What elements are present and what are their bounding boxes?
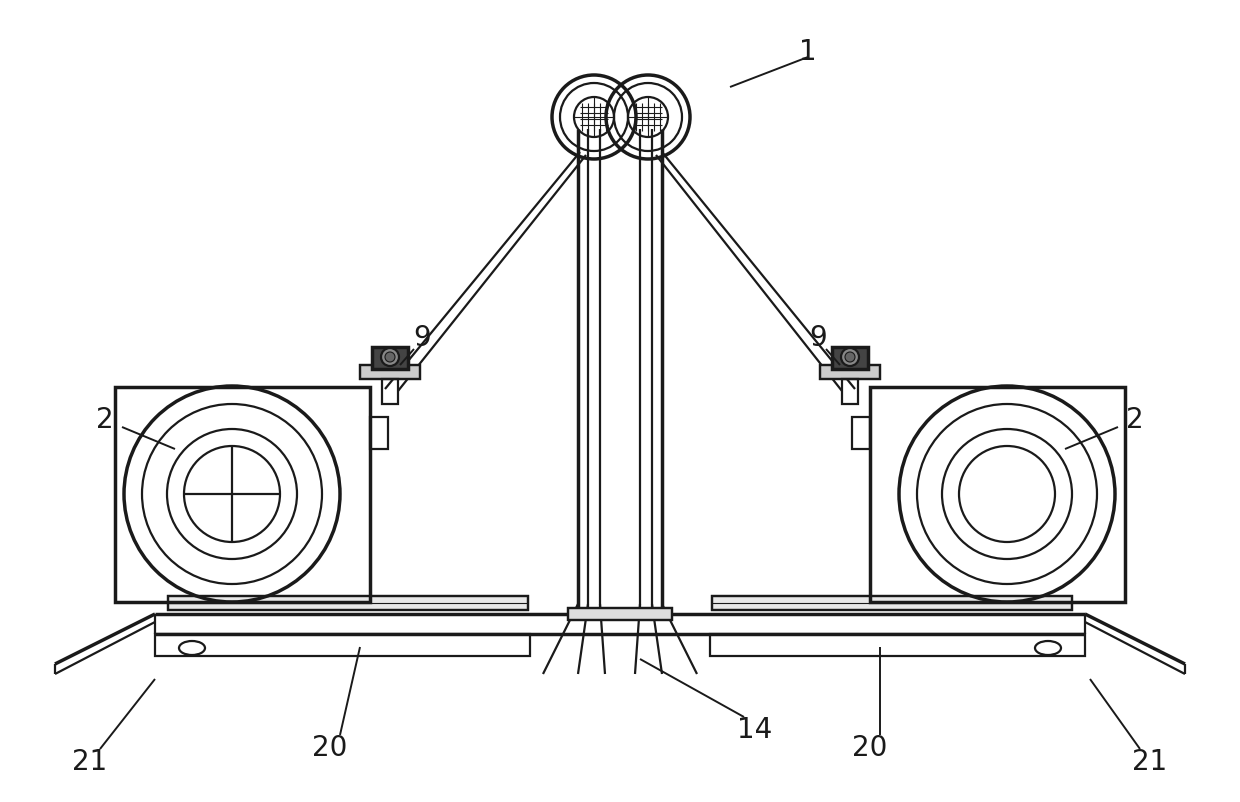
Bar xyxy=(167,596,528,610)
Bar xyxy=(820,366,880,379)
Text: 14: 14 xyxy=(738,715,773,743)
Circle shape xyxy=(841,349,859,367)
Text: 9: 9 xyxy=(810,323,827,351)
Bar xyxy=(832,347,868,370)
Circle shape xyxy=(384,353,396,363)
Bar xyxy=(712,596,1073,610)
Circle shape xyxy=(844,353,856,363)
Bar xyxy=(870,387,1125,602)
Bar xyxy=(370,418,388,449)
Ellipse shape xyxy=(179,642,205,655)
Bar xyxy=(852,418,870,449)
Bar xyxy=(360,366,420,379)
Text: 20: 20 xyxy=(852,733,888,761)
Bar xyxy=(842,379,858,404)
Bar xyxy=(711,634,1085,656)
Bar xyxy=(820,366,880,379)
Bar xyxy=(155,634,529,656)
Text: 2: 2 xyxy=(97,406,114,433)
Text: 2: 2 xyxy=(1126,406,1143,433)
Text: 21: 21 xyxy=(72,747,108,775)
Text: 9: 9 xyxy=(413,323,430,351)
Ellipse shape xyxy=(1035,642,1061,655)
Text: 21: 21 xyxy=(1132,747,1168,775)
Bar xyxy=(568,608,672,620)
Bar xyxy=(167,596,528,610)
Bar xyxy=(382,379,398,404)
Bar xyxy=(372,347,408,370)
Bar xyxy=(712,596,1073,610)
Circle shape xyxy=(381,349,399,367)
Text: 1: 1 xyxy=(800,38,817,66)
Bar xyxy=(360,366,420,379)
Text: 20: 20 xyxy=(312,733,347,761)
Bar xyxy=(115,387,370,602)
Bar xyxy=(568,608,672,620)
